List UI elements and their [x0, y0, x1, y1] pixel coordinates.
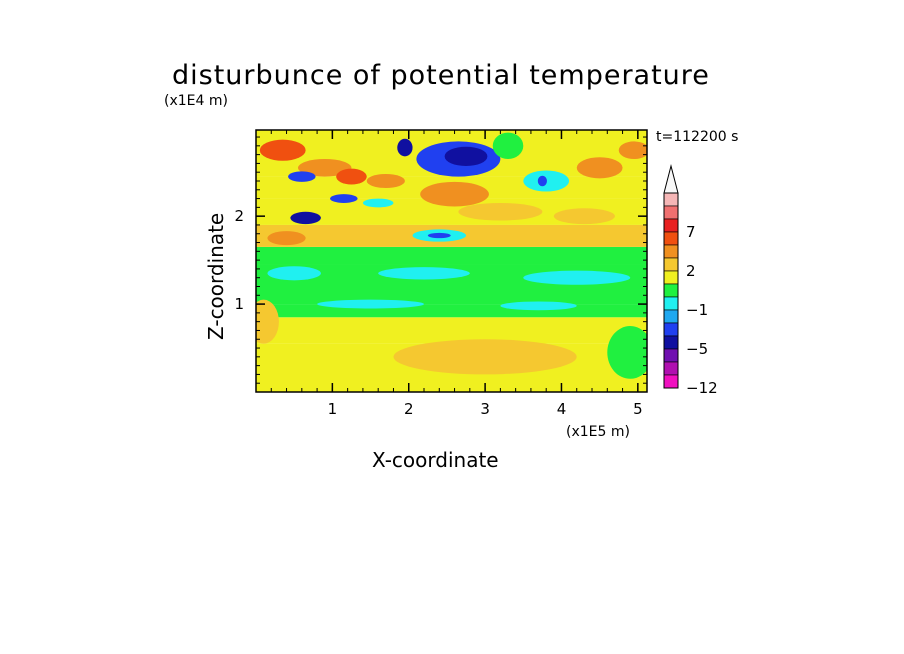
x-tick-label: 2 [404, 400, 414, 418]
contour-cell [618, 141, 647, 160]
contour-cell [427, 232, 451, 239]
chart-title: disturbunce of potential temperature [172, 60, 710, 91]
contour-cell [444, 146, 488, 167]
contour-cell [298, 159, 352, 177]
contour-cell [288, 171, 316, 182]
contour-band [256, 304, 647, 318]
colorbar-swatch [663, 257, 679, 272]
colorbar-swatch [663, 374, 679, 389]
y-tick-label: 2 [234, 207, 244, 225]
x-scale-label: (x1E5 m) [566, 424, 630, 440]
contour-field [256, 130, 647, 392]
contour-cell [366, 173, 405, 189]
contour-cell [267, 266, 321, 281]
x-axis-title: X-coordinate [372, 448, 499, 472]
colorbar-extend-arrow [663, 164, 679, 194]
contour-cell [290, 211, 321, 225]
x-tick-label: 4 [557, 400, 567, 418]
colorbar-label: −1 [686, 301, 708, 319]
contour-band [256, 317, 647, 344]
colorbar-swatch [663, 192, 679, 207]
contour-cell [259, 139, 306, 161]
colorbar-swatch [663, 283, 679, 298]
contour-cell [500, 301, 577, 311]
contour-cell [336, 168, 367, 185]
contour-band [256, 246, 647, 265]
colorbar: 7 2 −1 −5 −12 [663, 164, 718, 397]
colorbar-swatch [663, 361, 679, 376]
x-tick-label: 5 [633, 400, 643, 418]
colorbar-swatch [663, 335, 679, 350]
colorbar-swatch [663, 270, 679, 285]
contour-cell [523, 270, 631, 285]
colorbar-swatch [663, 218, 679, 233]
contour-cell [362, 198, 394, 208]
contour-cell [458, 202, 543, 221]
contour-band [256, 286, 647, 305]
contour-cell [576, 157, 623, 179]
contour-cell [393, 339, 577, 375]
colorbar-swatch [663, 244, 679, 259]
y-tick-label: 1 [234, 295, 244, 313]
x-tick-label: 1 [328, 400, 338, 418]
contour-cell [378, 267, 470, 280]
colorbar-label: 2 [686, 262, 696, 280]
contour-cell [317, 299, 425, 309]
plot-frame [255, 129, 648, 393]
colorbar-label: −5 [686, 340, 708, 358]
colorbar-label: 7 [686, 223, 696, 241]
contour-cell [267, 231, 306, 246]
z-scale-label: (x1E4 m) [164, 93, 228, 109]
contour-cell [330, 194, 358, 203]
contour-cell [420, 181, 489, 207]
contour-cell [492, 132, 524, 160]
colorbar-outline [663, 192, 679, 389]
colorbar-swatch [663, 322, 679, 337]
time-label: t=112200 s [656, 129, 739, 145]
colorbar-swatch [663, 231, 679, 246]
contour-cell [607, 326, 647, 379]
x-tick-label: 3 [480, 400, 490, 418]
colorbar-swatch [663, 205, 679, 220]
contour-cell [397, 138, 413, 157]
colorbar-swatch [663, 296, 679, 311]
contour-cell [553, 208, 615, 225]
colorbar-label: −12 [686, 379, 718, 397]
contour-cell [537, 175, 547, 187]
axes: 1 2 3 4 5 1 2 [234, 129, 648, 418]
colorbar-swatch [663, 309, 679, 324]
colorbar-swatch [663, 348, 679, 363]
contour-cell [256, 299, 279, 344]
